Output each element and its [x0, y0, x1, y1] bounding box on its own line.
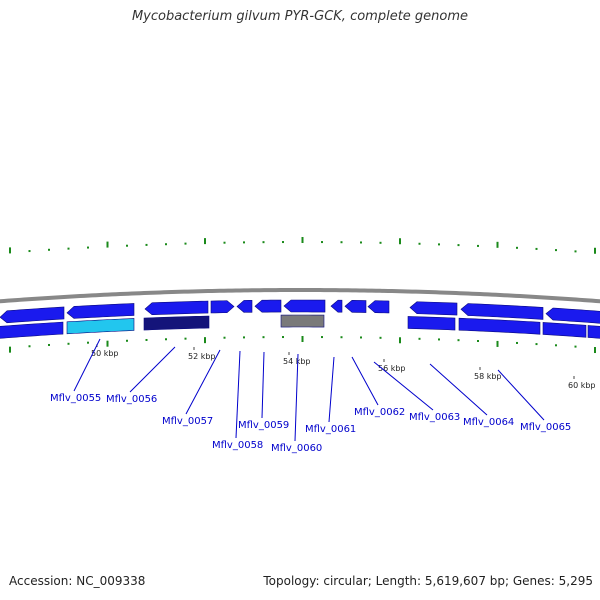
highlight-gene-navy: [143, 315, 210, 331]
gene-label-leader: [373, 361, 434, 411]
gene-label[interactable]: Mflv_0062: [354, 407, 405, 418]
reverse-gene: [587, 325, 600, 339]
scale-label: 58 kbp: [474, 372, 502, 381]
gene-label-leader: [294, 353, 299, 442]
scale-label: 54 kbp: [283, 357, 311, 366]
gene-label[interactable]: Mflv_0057: [162, 416, 213, 427]
gene-label[interactable]: Mflv_0061: [305, 424, 356, 435]
gene-label-leader: [328, 356, 335, 423]
scale-label: 60 kbp: [568, 381, 596, 390]
gene-label[interactable]: Mflv_0055: [50, 393, 101, 404]
forward-gene: [460, 303, 544, 320]
scale-label: 50 kbp: [91, 349, 119, 358]
forward-gene: [254, 299, 282, 313]
gene-label[interactable]: Mflv_0065: [520, 422, 571, 433]
gene-label-leader: [129, 346, 176, 393]
reverse-gene: [0, 321, 64, 339]
gene-label-leader: [185, 349, 221, 415]
reverse-gene: [542, 322, 587, 338]
forward-gene: [66, 303, 135, 319]
gene-label-leader: [235, 350, 241, 439]
gene-label[interactable]: Mflv_0059: [238, 420, 289, 431]
gene-label-leader: [497, 369, 545, 421]
forward-gene: [367, 300, 390, 314]
scale-label: 52 kbp: [188, 352, 216, 361]
highlight-gene-cyan: [66, 318, 135, 335]
highlight-gene-gray: [280, 314, 325, 328]
scale-label: 56 kbp: [378, 364, 406, 373]
forward-gene: [409, 301, 458, 316]
forward-gene: [283, 299, 326, 313]
reverse-gene: [458, 317, 541, 335]
gene-label[interactable]: Mflv_0064: [463, 417, 514, 428]
forward-gene: [144, 300, 209, 316]
gene-label[interactable]: Mflv_0060: [271, 443, 322, 454]
gene-label-leader: [73, 338, 101, 392]
topology-text: Topology: circular; Length: 5,619,607 bp…: [263, 574, 593, 588]
forward-gene: [330, 299, 343, 313]
backbone-line: [0, 288, 600, 304]
forward-gene: [0, 306, 65, 324]
forward-gene: [210, 300, 235, 314]
gene-label-leader: [351, 356, 379, 406]
forward-gene: [236, 299, 253, 313]
accession-text: Accession: NC_009338: [9, 574, 146, 588]
gene-label[interactable]: Mflv_0058: [212, 440, 263, 451]
gene-label[interactable]: Mflv_0063: [409, 412, 460, 423]
map-title: Mycobacterium gilvum PYR-GCK, complete g…: [131, 9, 469, 24]
forward-gene: [344, 300, 367, 313]
gene-label[interactable]: Mflv_0056: [106, 394, 157, 405]
reverse-gene: [407, 316, 456, 331]
forward-gene: [545, 307, 600, 324]
gene-label-leader: [261, 351, 265, 419]
gene-label-leader: [429, 363, 488, 416]
